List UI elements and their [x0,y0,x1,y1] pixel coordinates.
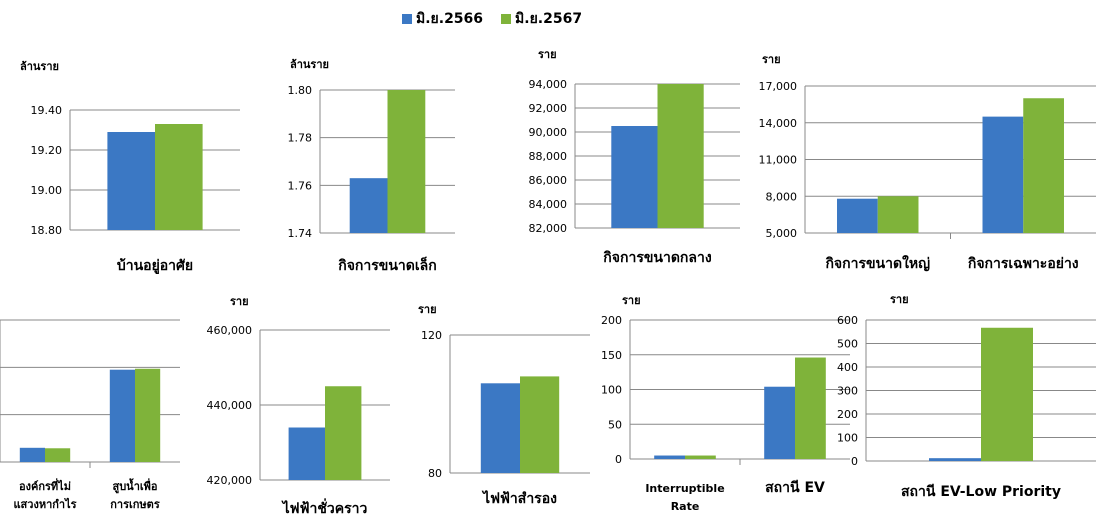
chart-4-category-label-2: กิจการเฉพาะอย่าง [967,256,1078,272]
chart-1-bar-1-series-2 [155,124,203,230]
chart-8-tick-label-4: 150 [601,349,622,362]
chart-8-bar-2-series-1 [764,386,795,459]
chart-1-tick-label-4: 19.40 [31,104,63,117]
chart-4-y-unit-label: ราย [762,53,781,66]
chart-7-category-label-1: ไฟฟ้าสำรอง [481,489,557,507]
chart-4-bar-1-series-1 [837,198,878,233]
chart-9-tick-label-6: 500 [837,338,858,351]
chart-9-bar-1-series-1 [929,458,981,461]
chart-3-tick-label-1: 82,000 [529,222,568,235]
legend-item-series-1: มิ.ย.2566 [402,8,483,30]
chart-5-bar-1-series-1 [19,447,45,462]
chart-3-category-label-1: กิจการขนาดกลาง [603,250,712,266]
chart-8-tick-label-1: 0 [615,453,622,466]
chart-1-category-label-1: บ้านอยู่อาศัย [117,258,193,274]
chart-6-bar-1-series-2 [325,386,362,480]
chart-5-category-label-2-line-1: สูบน้ำเพื่อ [112,478,157,494]
chart-7-tick-label-1: 80 [428,467,442,480]
chart-7-bar-1-series-1 [480,383,520,473]
chart-6-tick-label-1: 420,000 [207,474,253,487]
chart-4-bar-1-series-2 [877,196,919,233]
chart-8-category-label-2: สถานี EV [765,480,825,496]
chart-7-bar-1-series-2 [520,376,560,473]
chart-6-category-label-1: ไฟฟ้าชั่วคราว [281,498,368,517]
legend-item-series-2: มิ.ย.2567 [501,8,582,30]
chart-legend: มิ.ย.2566 มิ.ย.2567 [402,8,582,30]
chart-2-tick-label-1: 1.74 [288,227,313,240]
chart-4-bar-2-series-1 [982,116,1024,233]
chart-2-bar-1-series-1 [349,178,388,233]
chart-7-tick-label-2: 120 [421,329,442,342]
chart-5-category-label-1-line-1: องค์กรที่ไม่ [19,478,71,493]
chart-9-tick-label-5: 400 [837,361,858,374]
chart-9-tick-label-4: 300 [837,385,858,398]
chart-2-bar-1-series-2 [387,90,426,233]
chart-2-tick-label-4: 1.80 [288,84,313,97]
chart-8-category-label-1-line-2: Rate [671,500,700,513]
chart-5-bar-1-series-2 [45,448,71,462]
chart-9-tick-label-1: 0 [851,455,858,468]
chart-2-y-unit-label: ล้านราย [290,58,329,71]
chart-8-tick-label-2: 50 [608,418,622,431]
legend-label-series-2: มิ.ย.2567 [515,11,583,27]
chart-9-bar-1-series-2 [981,327,1033,461]
chart-4-bar-2-series-2 [1023,98,1064,233]
chart-9-y-unit-label: ราย [890,293,909,306]
chart-1-y-unit-label: ล้านราย [20,60,59,73]
chart-9-tick-label-7: 600 [837,314,858,327]
chart-6-y-unit-label: ราย [230,295,249,308]
legend-label-series-1: มิ.ย.2566 [416,11,484,27]
chart-3-tick-label-3: 86,000 [529,174,568,187]
chart-2-category-label-1: กิจการขนาดเล็ก [338,256,437,274]
chart-3-y-unit-label: ราย [538,48,557,61]
chart-6-tick-label-3: 460,000 [207,324,253,337]
chart-1-tick-label-2: 19.00 [31,184,63,197]
chart-4-tick-label-4: 14,000 [759,117,798,130]
chart-9-tick-label-2: 100 [837,432,858,445]
chart-2-tick-label-2: 1.76 [288,179,313,192]
chart-5-category-label-2-line-2: การเกษตร [110,498,160,511]
chart-1-bar-1-series-1 [107,132,155,230]
chart-5-bar-2-series-2 [135,368,161,462]
chart-4-tick-label-1: 5,000 [766,227,798,240]
chart-7-y-unit-label: ราย [418,303,437,316]
chart-3-tick-label-5: 90,000 [529,126,568,139]
chart-3-tick-label-4: 88,000 [529,150,568,163]
chart-3-bar-1-series-2 [657,84,704,228]
chart-8-y-unit-label: ราย [622,294,641,307]
chart-5-category-label-1-line-2: แสวงหากำไร [13,497,76,511]
chart-8-tick-label-3: 100 [601,384,622,397]
chart-8-bar-2-series-2 [795,357,826,459]
chart-4-category-label-1: กิจการขนาดใหญ่ [825,254,930,272]
chart-1-tick-label-1: 18.80 [31,224,63,237]
chart-9-category-label-1: สถานี EV-Low Priority [901,484,1061,500]
chart-4-tick-label-2: 8,000 [766,190,798,203]
legend-swatch-series-2 [501,14,512,24]
chart-6-tick-label-2: 440,000 [207,399,253,412]
chart-3-tick-label-6: 92,000 [529,102,568,115]
legend-swatch-series-1 [402,14,412,24]
chart-8-category-label-1-line-1: Interruptible [645,482,724,495]
chart-8-bar-1-series-1 [654,455,685,459]
chart-3-tick-label-2: 84,000 [529,198,568,211]
chart-6-bar-1-series-1 [288,427,325,480]
chart-1-tick-label-3: 19.20 [31,144,63,157]
chart-3-tick-label-7: 94,000 [529,78,568,91]
chart-2-tick-label-3: 1.78 [288,132,313,145]
chart-5-bar-2-series-1 [109,369,135,462]
chart-4-tick-label-3: 11,000 [759,154,798,167]
chart-8-bar-1-series-2 [685,455,716,459]
chart-3-bar-1-series-1 [611,126,658,228]
chart-8-tick-label-5: 200 [601,314,622,327]
chart-4-tick-label-5: 17,000 [759,80,798,93]
chart-9-tick-label-3: 200 [837,408,858,421]
